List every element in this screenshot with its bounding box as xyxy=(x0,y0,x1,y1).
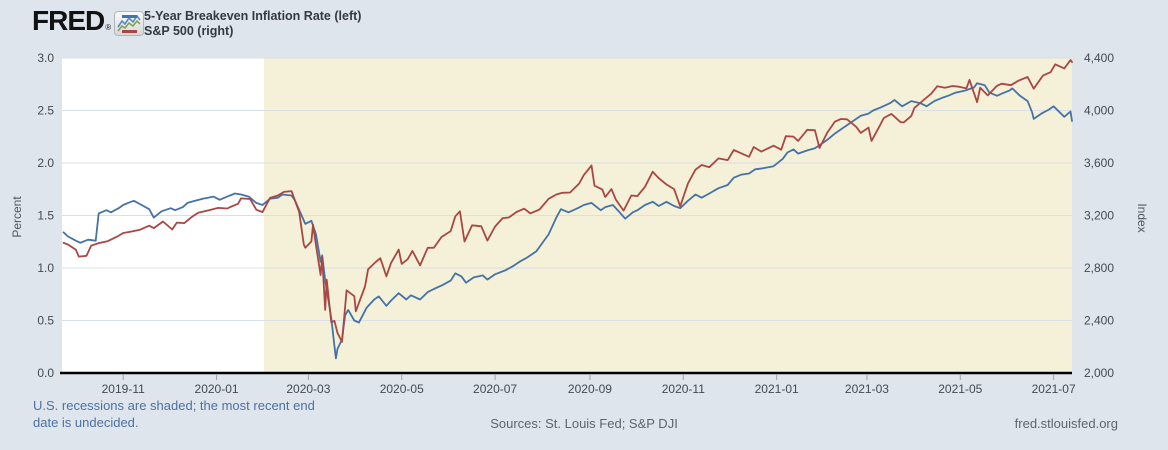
right-axis-tick-label: 3,600 xyxy=(1084,156,1114,170)
right-axis-tick-label: 4,000 xyxy=(1084,104,1114,118)
legend-label-breakeven: 5-Year Breakeven Inflation Rate (left) xyxy=(144,9,362,23)
sources-text: Sources: St. Louis Fed; S&P DJI xyxy=(490,416,678,431)
series-line-breakeven[interactable] xyxy=(62,82,1073,360)
left-axis-title: Percent xyxy=(10,196,24,238)
legend-item-sp500[interactable]: S&P 500 (right) xyxy=(122,24,361,39)
x-axis-tick-label: 2020-01 xyxy=(195,382,239,396)
chart-legend: 5-Year Breakeven Inflation Rate (left) S… xyxy=(122,9,361,39)
right-axis-tick-label: 2,400 xyxy=(1084,314,1114,328)
left-axis-tick-label: 0.5 xyxy=(37,314,54,328)
fred-site-link[interactable]: fred.stlouisfed.org xyxy=(1014,416,1118,431)
legend-label-sp500: S&P 500 (right) xyxy=(144,24,234,38)
recession-note: U.S. recessions are shaded; the most rec… xyxy=(33,398,315,430)
fred-logo-text: FRED xyxy=(32,5,105,36)
left-axis-tick-label: 3.0 xyxy=(37,51,54,65)
legend-swatch-blue xyxy=(122,15,137,18)
x-axis-tick-label: 2021-07 xyxy=(1032,382,1076,396)
x-axis-tick-label: 2021-05 xyxy=(938,382,982,396)
left-axis-tick-label: 0.0 xyxy=(37,366,54,380)
x-axis-tick-label: 2020-03 xyxy=(286,382,330,396)
left-axis-tick-label: 2.5 xyxy=(37,104,54,118)
right-axis-tick-label: 4,400 xyxy=(1084,51,1114,65)
x-axis-tick-label: 2021-03 xyxy=(845,382,889,396)
legend-item-breakeven[interactable]: 5-Year Breakeven Inflation Rate (left) xyxy=(122,9,361,24)
x-axis-tick-label: 2020-07 xyxy=(473,382,517,396)
x-axis-tick-label: 2020-09 xyxy=(568,382,612,396)
left-axis-tick-label: 2.0 xyxy=(37,156,54,170)
x-axis-tick-label: 2019-11 xyxy=(102,382,145,396)
right-axis-title: Index xyxy=(1135,203,1149,233)
x-axis-tick-label: 2021-01 xyxy=(755,382,799,396)
series-line-sp500[interactable] xyxy=(62,59,1073,343)
right-axis-tick-label: 2,000 xyxy=(1084,366,1114,380)
right-axis-tick-label: 3,200 xyxy=(1084,209,1114,223)
x-axis-tick-label: 2020-11 xyxy=(662,382,705,396)
x-axis-tick-label: 2020-05 xyxy=(380,382,424,396)
right-axis-tick-label: 2,800 xyxy=(1084,261,1114,275)
left-axis-tick-label: 1.5 xyxy=(37,209,54,223)
registered-trademark: ® xyxy=(105,23,112,32)
left-axis-tick-label: 1.0 xyxy=(37,261,54,275)
legend-swatch-red xyxy=(122,30,137,33)
